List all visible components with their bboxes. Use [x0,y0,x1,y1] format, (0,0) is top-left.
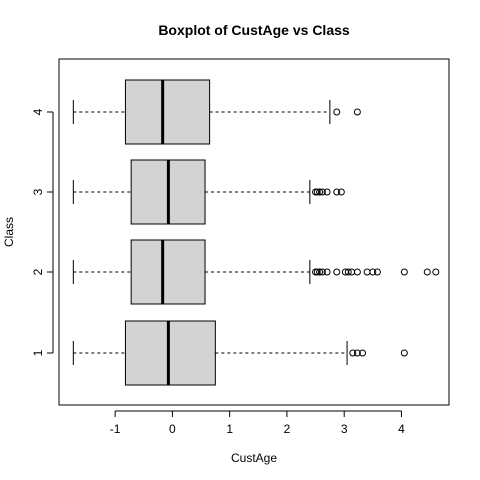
outlier-point [423,268,431,276]
outlier-point [369,268,377,276]
y-tick-label: 1 [31,349,45,356]
box-class-2 [72,239,440,305]
plot-area: -1 0 1 2 3 4 1 2 3 4 [31,79,440,436]
box-class-1 [72,320,408,386]
outlier-point [353,268,361,276]
outlier-point [359,349,367,357]
outlier-point [337,188,345,196]
outlier-point [313,268,321,276]
outlier-point [316,268,324,276]
outlier-point [313,188,321,196]
outlier-point [400,349,408,357]
outlier-point [318,268,326,276]
y-tick-label: 2 [31,268,45,275]
outlier-point [432,268,440,276]
outlier-point [333,268,341,276]
x-axis-label: CustAge [231,451,277,465]
x-tick-label: 3 [341,422,348,436]
outlier-point [353,108,361,116]
y-axis-label: Class [2,217,16,247]
outlier-point [323,268,331,276]
x-tick-label: 4 [398,422,405,436]
outlier-point [353,349,361,357]
outlier-point [333,188,341,196]
plot-frame [58,58,450,406]
x-tick-label: 2 [284,422,291,436]
box-class-3 [72,159,345,225]
outlier-point [349,349,357,357]
outlier-point [344,268,352,276]
box-class-4 [72,79,361,145]
x-tick-label: 0 [169,422,176,436]
x-tick-label: -1 [110,422,121,436]
y-tick-label: 4 [31,108,45,115]
outlier-point [400,268,408,276]
outlier-point [363,268,371,276]
iqr-box [130,239,206,305]
outlier-point [333,108,341,116]
x-tick-label: 1 [226,422,233,436]
outlier-point [318,188,326,196]
y-tick-label: 3 [31,188,45,195]
outlier-point [316,188,324,196]
outlier-point [323,188,331,196]
iqr-box [124,79,211,145]
iqr-box [124,320,216,386]
chart-title: Boxplot of CustAge vs Class [158,22,350,38]
outlier-point [373,268,381,276]
